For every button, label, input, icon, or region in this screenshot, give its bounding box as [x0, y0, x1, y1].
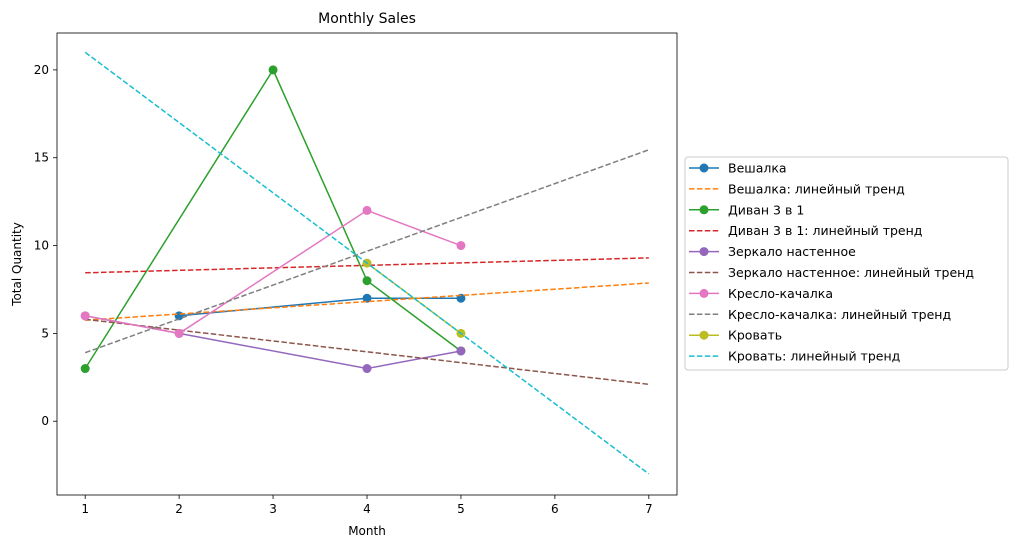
data-point-2-0	[80, 364, 90, 374]
axis-ticks: 1 2 3 4 5 6 7 0 5 10 15 20	[34, 63, 653, 516]
chart-title: Monthly Sales	[318, 11, 416, 27]
series-line-6	[85, 209, 462, 335]
legend-label-8: Кровать	[728, 328, 782, 343]
legend-label-7: Кресло-качалка: линейный тренд	[728, 307, 951, 322]
trend-line-1	[85, 282, 649, 321]
legend-label-0: Вешалка	[728, 161, 787, 176]
legend-marker-0	[699, 163, 709, 173]
data-point-2-1	[268, 65, 278, 75]
trend-line-5	[85, 318, 649, 386]
legend-marker-4	[699, 247, 709, 257]
x-tick-label: 1	[81, 502, 89, 516]
legend-label-6: Кресло-качалка	[728, 286, 833, 301]
y-axis-title: Total Quantity	[10, 222, 24, 307]
legend-marker-6	[699, 288, 709, 298]
legend-label-1: Вешалка: линейный тренд	[728, 181, 905, 196]
y-tick-label: 20	[34, 63, 49, 77]
trend-line-7	[84, 149, 650, 354]
y-tick-label: 10	[34, 239, 49, 253]
x-tick-label: 6	[551, 502, 559, 516]
legend: Вешалка Вешалка: линейный тренд Диван 3 в …	[684, 156, 1009, 371]
trend-line-9	[84, 51, 650, 475]
legend-marker-8	[699, 330, 709, 340]
legend-marker-2	[699, 205, 709, 215]
plot-area	[80, 51, 650, 475]
data-point-4-2	[362, 364, 372, 374]
legend-box	[684, 156, 1009, 371]
x-axis-title: Month	[348, 524, 386, 538]
x-tick-label: 7	[645, 502, 653, 516]
x-tick-label: 4	[363, 502, 371, 516]
y-tick-label: 5	[41, 326, 49, 340]
x-tick-label: 2	[175, 502, 183, 516]
series-line-4	[85, 315, 462, 370]
data-point-6-3	[456, 241, 466, 251]
data-point-6-2	[362, 205, 372, 215]
data-point-6-0	[80, 311, 90, 321]
series-line-2	[84, 68, 462, 369]
x-tick-label: 5	[457, 502, 465, 516]
legend-label-9: Кровать: линейный тренд	[728, 349, 900, 364]
legend-label-4: Зеркало настенное	[728, 244, 856, 259]
legend-label-5: Зеркало настенное: линейный тренд	[728, 265, 974, 280]
legend-label-2: Диван 3 в 1	[728, 202, 804, 217]
y-tick-label: 15	[34, 151, 49, 165]
y-tick-label: 0	[41, 414, 49, 428]
x-tick-label: 3	[269, 502, 277, 516]
data-point-4-3	[456, 346, 466, 356]
data-point-2-2	[362, 276, 372, 286]
data-point-0-1	[362, 293, 372, 303]
legend-label-3: Диван 3 в 1: линейный тренд	[728, 223, 922, 238]
data-point-6-1	[174, 328, 184, 338]
